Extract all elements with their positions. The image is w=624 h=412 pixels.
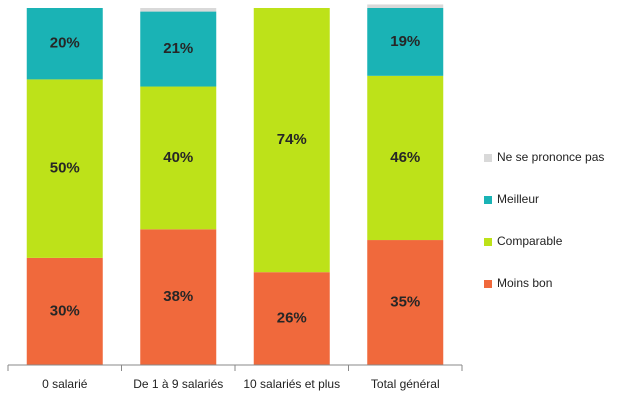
data-label: 26% xyxy=(277,310,307,327)
bar-segment xyxy=(140,8,217,12)
legend-swatch xyxy=(484,196,492,204)
bar-segment xyxy=(26,257,103,365)
data-label: 40% xyxy=(163,149,193,166)
data-label: 74% xyxy=(277,131,307,148)
bar-segment xyxy=(367,4,444,8)
bar-segment xyxy=(253,8,330,273)
data-label: 20% xyxy=(50,35,80,52)
data-label: 46% xyxy=(390,149,420,166)
x-tick-label: 10 salariés et plus xyxy=(243,377,341,391)
bar-segment xyxy=(140,229,217,365)
bar-segment xyxy=(140,11,217,87)
legend-swatch xyxy=(484,280,492,288)
legend-swatch xyxy=(484,154,492,162)
bar-segment xyxy=(253,272,330,365)
legend-label: Comparable xyxy=(497,234,563,248)
legend-label: Ne se prononce pas xyxy=(497,150,604,164)
bar-segment xyxy=(26,8,103,80)
data-label: 19% xyxy=(390,33,420,50)
data-label: 38% xyxy=(163,288,193,305)
legend-label: Moins bon xyxy=(497,276,552,290)
x-tick-label: De 1 à 9 salariés xyxy=(133,377,224,391)
legend-label: Meilleur xyxy=(497,192,539,206)
x-tick-label: Total général xyxy=(370,377,440,391)
data-label: 50% xyxy=(50,160,80,177)
legend-swatch xyxy=(484,238,492,246)
bar-segment xyxy=(140,86,217,230)
bar-segment xyxy=(367,75,444,241)
bar-segment xyxy=(367,240,444,365)
data-label: 35% xyxy=(390,293,420,310)
bar-segment xyxy=(367,8,444,76)
data-label: 30% xyxy=(50,302,80,319)
bar-segment xyxy=(26,79,103,258)
data-label: 21% xyxy=(163,40,193,57)
x-tick-label: 0 salarié xyxy=(42,377,88,391)
